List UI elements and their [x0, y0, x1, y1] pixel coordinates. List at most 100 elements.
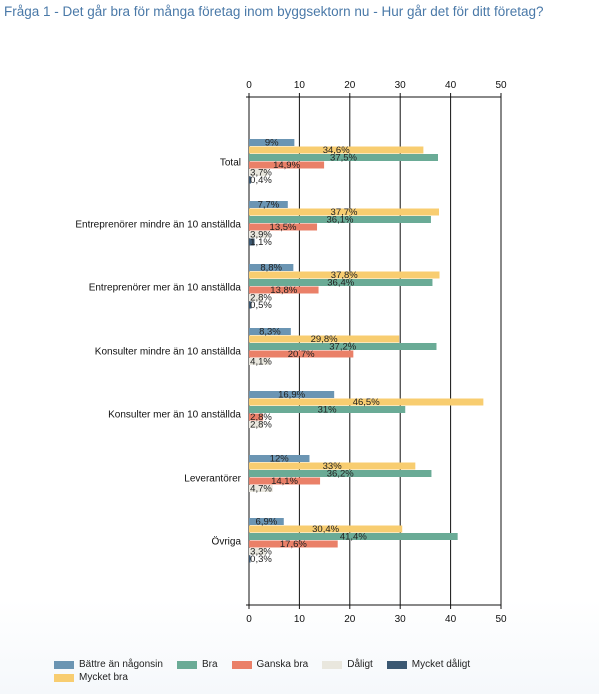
- x-tick-label-bottom: 10: [294, 614, 306, 625]
- category-label: Total: [220, 157, 241, 168]
- data-label: 20,7%: [288, 349, 315, 360]
- legend-item[interactable]: Dåligt: [322, 659, 373, 670]
- data-label: 46,5%: [353, 397, 380, 408]
- category-label: Övriga: [212, 535, 242, 547]
- bar: [249, 208, 440, 216]
- x-tick-label-top: 30: [395, 80, 407, 91]
- bar: [249, 176, 252, 184]
- data-label: 31%: [318, 405, 338, 416]
- bar: [249, 271, 440, 279]
- legend-swatch: [54, 673, 74, 682]
- data-label: 14,9%: [273, 160, 300, 171]
- category-label: Leverantörer: [184, 473, 241, 484]
- legend-label: Bra: [201, 659, 218, 670]
- data-label: 0,4%: [250, 175, 272, 186]
- bar: [249, 216, 431, 223]
- data-label: 13,8%: [270, 285, 297, 296]
- data-label: 8,8%: [260, 263, 282, 274]
- legend-label: Dåligt: [347, 659, 373, 670]
- x-tick-label-bottom: 20: [344, 614, 356, 625]
- legend-label: Bättre än någonsin: [79, 659, 163, 670]
- data-label: 3,9%: [250, 230, 272, 241]
- legend-item[interactable]: Bra: [176, 659, 218, 670]
- data-label: 3,3%: [250, 547, 272, 558]
- legend-swatch: [231, 660, 252, 669]
- bar: [249, 540, 338, 548]
- legend: Bättre än någonsin Bra Ganska bra Dåligt Myc…: [54, 658, 524, 684]
- bar: [249, 201, 288, 208]
- bar: [249, 358, 270, 365]
- x-tick-label-bottom: 30: [395, 614, 407, 625]
- data-label: 36,2%: [327, 469, 354, 480]
- bar: [249, 335, 400, 343]
- bar: [249, 328, 291, 335]
- data-label: 7,7%: [258, 200, 280, 211]
- data-label: 16,9%: [278, 390, 305, 401]
- legend-item[interactable]: Mycket bra: [54, 672, 128, 683]
- data-label: 41,4%: [340, 532, 367, 543]
- legend-item[interactable]: Mycket dåligt: [386, 659, 471, 670]
- data-label: 37,5%: [330, 153, 357, 164]
- chart-title: Fråga 1 - Det går bra för många företag …: [4, 4, 544, 19]
- data-label: 4,1%: [250, 357, 272, 368]
- category-labels: Total Entreprenörer mindre än 10 anställd…: [75, 157, 241, 547]
- bar: [249, 238, 255, 246]
- data-label: 0,3%: [250, 554, 272, 565]
- legend-swatch: [322, 660, 343, 669]
- bar: [249, 421, 264, 428]
- category-label: Entreprenörer mer än 10 anställda: [89, 282, 242, 293]
- bar: [249, 485, 273, 492]
- data-label: 4,7%: [250, 484, 272, 495]
- legend-label: Mycket dåligt: [411, 659, 471, 670]
- legend-row: Mycket bra: [54, 671, 524, 684]
- bar: [249, 146, 424, 154]
- legend-label: Mycket bra: [79, 672, 128, 683]
- legend-swatch: [176, 660, 197, 669]
- category-label: Konsulter mindre än 10 anställda: [95, 346, 242, 357]
- category-label: Entreprenörer mindre än 10 anställda: [75, 219, 241, 230]
- data-label: 1,1%: [250, 237, 272, 248]
- data-label: 9%: [265, 138, 279, 149]
- data-label: 30,4%: [312, 524, 339, 535]
- data-label: 33%: [323, 461, 343, 472]
- data-label: 8,3%: [259, 327, 281, 338]
- x-tick-label-top: 40: [445, 80, 457, 91]
- data-label: 37,2%: [329, 342, 356, 353]
- bar: [249, 518, 284, 525]
- legend-item[interactable]: Bättre än någonsin: [54, 659, 163, 670]
- legend-item[interactable]: Ganska bra: [231, 659, 309, 670]
- bar: [249, 548, 266, 555]
- data-label: 6,9%: [256, 517, 278, 528]
- data-labels: 9% 34,6%37,5% 14,9%3,7%0,4% 7,7% 37,7%36,1% 1…: [250, 138, 380, 566]
- data-label: 3,7%: [250, 168, 272, 179]
- bar: [249, 231, 269, 238]
- bar: [249, 350, 354, 358]
- legend-row: Bättre än någonsin Bra Ganska bra Dåligt Myc…: [54, 658, 524, 671]
- data-label: 17,6%: [280, 539, 307, 550]
- bar: [249, 161, 325, 169]
- data-label: 13,5%: [270, 222, 297, 233]
- bar: [249, 413, 264, 421]
- x-tick-label-top: 50: [495, 80, 507, 91]
- category-label: Konsulter mer än 10 anställda: [108, 409, 241, 420]
- bar: [249, 555, 251, 563]
- bar: [249, 169, 268, 176]
- x-tick-label-bottom: 0: [246, 614, 252, 625]
- data-label: 36,4%: [327, 278, 354, 289]
- bar: [249, 477, 321, 485]
- bar: [249, 223, 318, 231]
- data-label: 34,6%: [323, 145, 350, 156]
- x-tick-label-bottom: 40: [445, 614, 457, 625]
- bars: [249, 139, 484, 563]
- bar: [249, 301, 252, 309]
- bar: [249, 294, 264, 301]
- x-tick-label-top: 10: [294, 80, 306, 91]
- data-label: 14,1%: [271, 476, 298, 487]
- legend-label: Ganska bra: [256, 659, 309, 670]
- data-label: 37,7%: [331, 207, 358, 218]
- x-tick-label-top: 0: [246, 80, 252, 91]
- legend-swatch: [54, 660, 74, 669]
- footer-band: [0, 600, 599, 694]
- bar: [249, 533, 458, 540]
- bar: [249, 462, 416, 470]
